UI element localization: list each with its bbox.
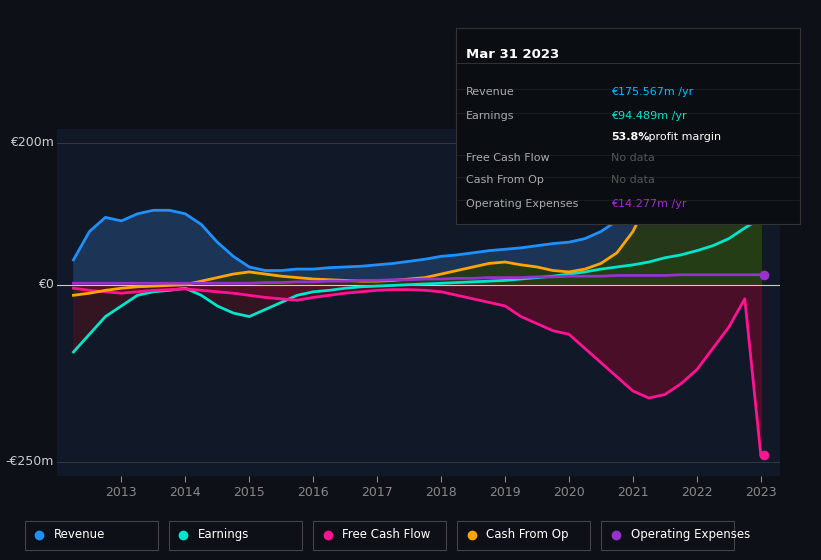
Text: 53.8%: 53.8% — [611, 132, 649, 142]
Text: Free Cash Flow: Free Cash Flow — [466, 153, 549, 164]
Text: Mar 31 2023: Mar 31 2023 — [466, 48, 559, 60]
Text: Earnings: Earnings — [199, 528, 250, 542]
Text: -€250m: -€250m — [6, 455, 54, 468]
FancyBboxPatch shape — [457, 521, 590, 550]
Text: Earnings: Earnings — [466, 111, 515, 122]
Text: €175.567m /yr: €175.567m /yr — [611, 87, 693, 97]
Text: Revenue: Revenue — [466, 87, 515, 97]
Text: €94.489m /yr: €94.489m /yr — [611, 111, 686, 122]
Text: Revenue: Revenue — [54, 528, 106, 542]
Text: €14.277m /yr: €14.277m /yr — [611, 199, 686, 208]
Text: Free Cash Flow: Free Cash Flow — [342, 528, 431, 542]
Text: No data: No data — [611, 153, 654, 164]
Text: Cash From Op: Cash From Op — [487, 528, 569, 542]
Text: profit margin: profit margin — [645, 132, 722, 142]
FancyBboxPatch shape — [313, 521, 446, 550]
Text: €0: €0 — [38, 278, 54, 291]
FancyBboxPatch shape — [169, 521, 302, 550]
FancyBboxPatch shape — [25, 521, 158, 550]
Text: No data: No data — [611, 175, 654, 185]
Text: €200m: €200m — [10, 137, 54, 150]
Text: Cash From Op: Cash From Op — [466, 175, 544, 185]
FancyBboxPatch shape — [601, 521, 734, 550]
Text: Operating Expenses: Operating Expenses — [631, 528, 750, 542]
Text: Operating Expenses: Operating Expenses — [466, 199, 578, 208]
